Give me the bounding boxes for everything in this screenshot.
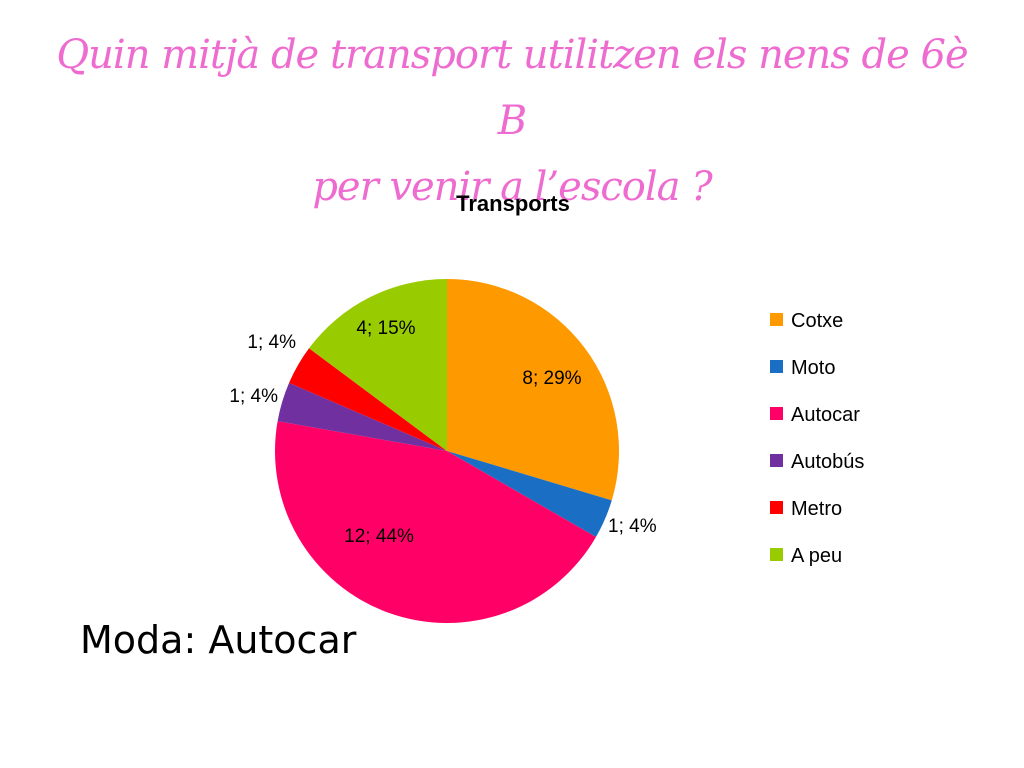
legend-swatch-a-peu	[770, 548, 783, 561]
data-label-autocar: 12; 44%	[344, 526, 414, 547]
data-label-a-peu: 4; 15%	[356, 318, 415, 339]
legend-swatch-cotxe	[770, 313, 783, 326]
pie-slice-cotxe	[447, 279, 619, 501]
legend-label-autobus: Autobús	[791, 451, 864, 473]
slide-title: Quin mitjà de transport utilitzen els ne…	[40, 22, 984, 220]
legend-label-moto: Moto	[791, 357, 835, 379]
slide-title-line-2: per venir a l’escola ?	[312, 164, 712, 210]
chart-title: Transports	[456, 191, 570, 216]
slide-title-line-1: Quin mitjà de transport utilitzen els ne…	[56, 32, 968, 144]
data-label-cotxe: 8; 29%	[522, 368, 581, 389]
chart-legend: Cotxe Moto Autocar Autobús Metro A peu	[770, 310, 864, 567]
legend-swatch-moto	[770, 360, 783, 373]
pie-slice-moto	[447, 451, 612, 537]
pie-slice-a-peu	[309, 279, 447, 451]
moda-text: Moda: Autocar	[80, 618, 357, 662]
legend-swatch-autobus	[770, 454, 783, 467]
data-label-moto: 1; 4%	[608, 516, 657, 537]
data-label-metro: 1; 4%	[247, 332, 296, 353]
pie-slice-autocar	[275, 421, 596, 623]
legend-label-a-peu: A peu	[791, 545, 842, 567]
legend-swatch-metro	[770, 501, 783, 514]
pie-slice-metro	[289, 348, 447, 451]
pie-slices	[275, 279, 619, 623]
pie-slice-autobus	[277, 382, 447, 451]
legend-label-autocar: Autocar	[791, 404, 860, 426]
data-label-autobus: 1; 4%	[229, 386, 278, 407]
legend-label-cotxe: Cotxe	[791, 310, 843, 332]
legend-swatch-autocar	[770, 407, 783, 420]
legend-label-metro: Metro	[791, 498, 842, 520]
pie-data-labels: 8; 29% 1; 4% 12; 44% 1; 4% 1; 4% 4; 15%	[229, 318, 656, 547]
